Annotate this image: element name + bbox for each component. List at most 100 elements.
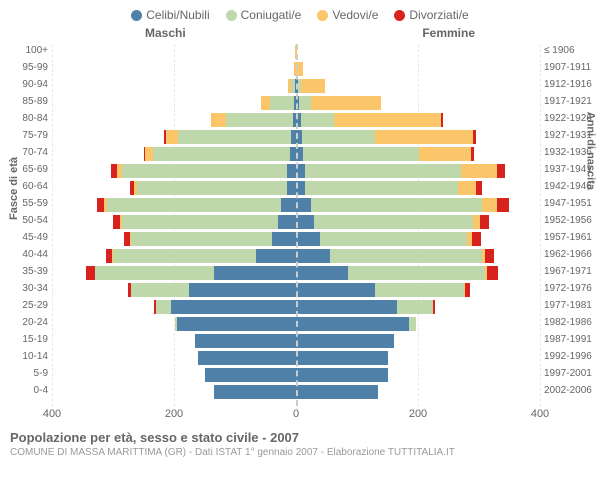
birth-year-label: 1972-1976 <box>540 283 592 294</box>
age-label: 95-99 <box>22 62 52 73</box>
bar-segment <box>303 147 419 161</box>
age-label: 5-9 <box>34 368 52 379</box>
bar-segment <box>299 96 311 110</box>
bar-segment <box>189 283 296 297</box>
age-label: 70-74 <box>22 147 52 158</box>
bar-female <box>296 385 540 399</box>
bar-male <box>52 96 296 110</box>
bar-segment <box>497 164 504 178</box>
birth-year-label: 1922-1926 <box>540 113 592 124</box>
bar-female <box>296 283 540 297</box>
legend-dot <box>226 10 237 21</box>
bar-male <box>52 334 296 348</box>
age-label: 20-24 <box>22 317 52 328</box>
bar-segment <box>145 147 152 161</box>
x-axis: 4002000200400 <box>52 408 540 424</box>
age-label: 10-14 <box>22 351 52 362</box>
age-label: 0-4 <box>34 385 52 396</box>
bar-segment <box>214 266 296 280</box>
bar-segment <box>461 164 498 178</box>
bar-female <box>296 181 540 195</box>
bar-segment <box>296 300 397 314</box>
age-label: 30-34 <box>22 283 52 294</box>
age-label: 25-29 <box>22 300 52 311</box>
bar-segment <box>473 215 480 229</box>
age-label: 45-49 <box>22 232 52 243</box>
bar-segment <box>441 113 443 127</box>
bar-segment <box>296 266 348 280</box>
bar-segment <box>205 368 297 382</box>
bar-segment <box>296 334 394 348</box>
bar-male <box>52 147 296 161</box>
bar-segment <box>261 96 270 110</box>
bar-segment <box>473 130 476 144</box>
bar-male <box>52 300 296 314</box>
bar-male <box>52 113 296 127</box>
age-label: 100+ <box>25 45 52 56</box>
bar-female <box>296 45 540 59</box>
bar-segment <box>320 232 466 246</box>
bar-segment <box>311 198 482 212</box>
bar-segment <box>131 283 189 297</box>
age-label: 90-94 <box>22 79 52 90</box>
header-male: Maschi <box>145 26 186 40</box>
legend: Celibi/NubiliConiugati/eVedovi/eDivorzia… <box>0 0 600 26</box>
bar-segment <box>296 283 375 297</box>
age-label: 40-44 <box>22 249 52 260</box>
age-label: 85-89 <box>22 96 52 107</box>
bar-male <box>52 385 296 399</box>
bar-male <box>52 351 296 365</box>
bar-male <box>52 62 296 76</box>
bar-segment <box>375 283 463 297</box>
bar-male <box>52 368 296 382</box>
bar-segment <box>311 96 381 110</box>
bar-male <box>52 130 296 144</box>
bar-female <box>296 351 540 365</box>
age-label: 35-39 <box>22 266 52 277</box>
bar-segment <box>278 215 296 229</box>
birth-year-label: 1977-1981 <box>540 300 592 311</box>
y-axis-title-left: Fasce di età <box>8 157 20 220</box>
age-label: 60-64 <box>22 181 52 192</box>
bar-female <box>296 147 540 161</box>
legend-item: Celibi/Nubili <box>131 8 209 22</box>
bar-segment <box>287 164 296 178</box>
bar-female <box>296 198 540 212</box>
bar-male <box>52 232 296 246</box>
bar-segment <box>166 130 178 144</box>
birth-year-label: 1997-2001 <box>540 368 592 379</box>
bar-female <box>296 215 540 229</box>
bar-segment <box>156 300 171 314</box>
bar-segment <box>107 198 281 212</box>
center-line <box>296 44 298 406</box>
bar-female <box>296 62 540 76</box>
bar-segment <box>113 215 120 229</box>
bar-segment <box>270 96 294 110</box>
bar-female <box>296 96 540 110</box>
bar-segment <box>86 266 95 280</box>
bar-male <box>52 317 296 331</box>
bar-segment <box>296 317 409 331</box>
x-tick: 0 <box>293 408 299 420</box>
bar-female <box>296 317 540 331</box>
bar-male <box>52 266 296 280</box>
bar-segment <box>487 266 498 280</box>
bar-segment <box>305 181 458 195</box>
bar-segment <box>272 232 296 246</box>
legend-item: Vedovi/e <box>317 8 378 22</box>
age-label: 65-69 <box>22 164 52 175</box>
bar-female <box>296 368 540 382</box>
bar-male <box>52 215 296 229</box>
birth-year-label: 1942-1946 <box>540 181 592 192</box>
bar-segment <box>287 181 296 195</box>
age-label: 75-79 <box>22 130 52 141</box>
birth-year-label: 1982-1986 <box>540 317 592 328</box>
bar-segment <box>419 147 471 161</box>
bar-segment <box>305 164 461 178</box>
bar-segment <box>465 283 470 297</box>
bar-segment <box>480 215 489 229</box>
chart-footer: Popolazione per età, sesso e stato civil… <box>0 424 600 458</box>
bar-segment <box>198 351 296 365</box>
bar-segment <box>476 181 482 195</box>
bar-female <box>296 300 540 314</box>
